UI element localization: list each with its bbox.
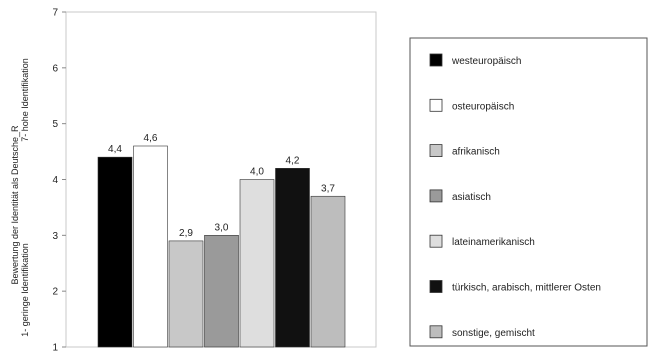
y-axis-title-line1: Bewertung der Identität als Deutsche_R — [10, 125, 20, 285]
bar-3 — [168, 240, 204, 348]
y-tick-label: 4 — [52, 175, 58, 186]
y-axis-title: Bewertung der Identität als Deutsche_R 7… — [10, 58, 30, 337]
legend-label: westeuropäisch — [451, 56, 521, 67]
legend-label: sonstige, gemischt — [452, 328, 535, 339]
legend-swatch — [429, 189, 443, 203]
bar-value-label: 3,7 — [321, 183, 335, 194]
legend-swatch — [429, 144, 443, 158]
bar-value-label: 2,9 — [179, 228, 193, 239]
bar-7 — [310, 195, 346, 348]
bar-6 — [275, 168, 310, 348]
y-tick-label: 5 — [52, 119, 58, 130]
legend-label: osteuropäisch — [452, 101, 514, 112]
y-tick-label: 6 — [52, 63, 58, 74]
bars-group: 4,4 4,6 2,9 3,0 4,0 4,2 3,7 — [97, 133, 346, 348]
legend-swatch — [429, 325, 443, 339]
y-tick-label: 3 — [52, 231, 58, 242]
legend-label: asiatisch — [452, 192, 491, 203]
bar-2 — [133, 145, 168, 348]
bar-value-label: 4,0 — [250, 167, 264, 178]
y-axis-title-line3: 1- geringe Identifikation — [20, 243, 30, 337]
bar-1 — [97, 156, 133, 348]
legend: westeuropäisch osteuropäisch afrikanisch as… — [429, 53, 601, 339]
bar-5 — [239, 179, 275, 348]
y-tick-label: 1 — [52, 343, 58, 352]
y-tick-label: 7 — [52, 8, 58, 19]
bar-4 — [204, 235, 239, 348]
bar-value-label: 3,0 — [215, 222, 229, 233]
bar-value-label: 4,4 — [108, 144, 122, 155]
y-axis-ticks: 1 2 3 4 5 6 7 — [52, 8, 66, 352]
legend-label: afrikanisch — [452, 147, 500, 158]
y-axis-title-line2: 7- hohe Identifikation — [20, 58, 30, 142]
legend-label: lateinamerikanisch — [452, 237, 535, 248]
legend-swatch — [429, 234, 443, 248]
bar-value-label: 4,2 — [286, 155, 300, 166]
legend-label: türkisch, arabisch, mittlerer Osten — [452, 283, 601, 294]
legend-swatch — [429, 53, 443, 67]
bar-value-label: 4,6 — [144, 133, 158, 144]
legend-swatch — [429, 280, 443, 293]
legend-frame — [409, 37, 648, 347]
legend-swatch — [429, 98, 443, 112]
y-tick-label: 2 — [52, 287, 58, 298]
